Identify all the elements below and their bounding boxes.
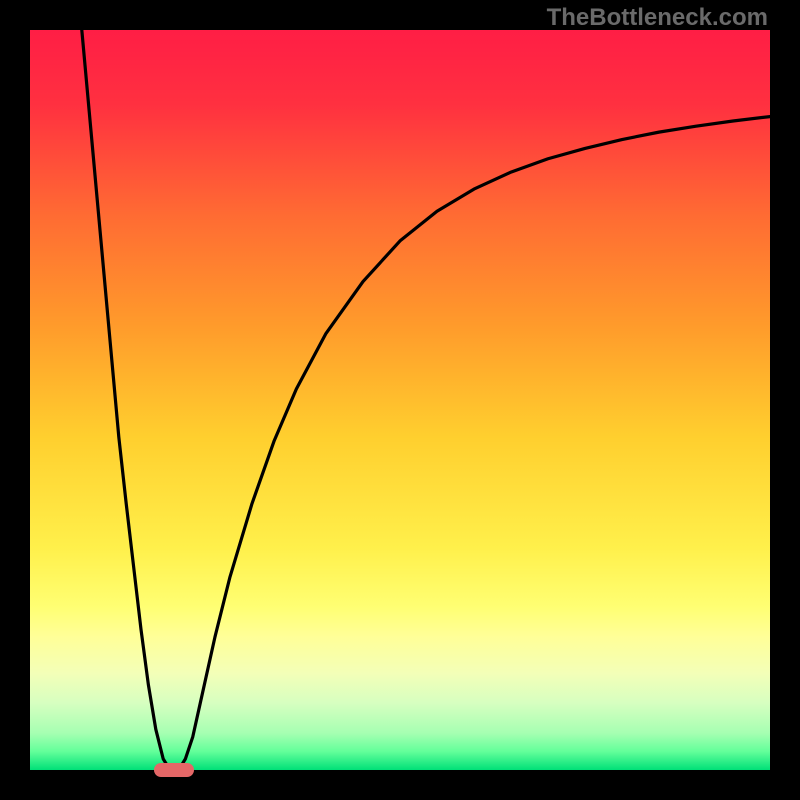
optimum-marker: [154, 763, 194, 776]
chart-container: TheBottleneck.com: [0, 0, 800, 800]
plot-area: [30, 30, 770, 770]
bottleneck-curve: [30, 30, 770, 770]
watermark-text: TheBottleneck.com: [547, 4, 768, 32]
